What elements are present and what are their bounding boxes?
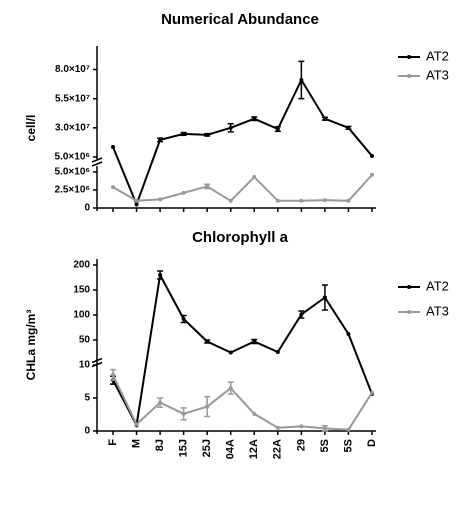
- x-tick-label: 29: [295, 439, 307, 451]
- y-tick-label: 8.0×10⁷: [55, 64, 90, 75]
- data-point: [346, 125, 351, 130]
- y-tick-label: 5.0×10⁶: [55, 152, 90, 163]
- data-point: [370, 390, 374, 395]
- series-line: [112, 77, 373, 208]
- x-tick-label: M: [130, 439, 142, 448]
- data-point: [275, 127, 280, 131]
- x-tick-label: 25J: [201, 439, 213, 457]
- data-point: [111, 144, 115, 149]
- data-point: [158, 137, 163, 142]
- data-point: [181, 131, 186, 136]
- y-tick-label: 2.5×10⁶: [55, 185, 90, 196]
- data-point: [322, 116, 327, 121]
- y-tick-label: 0: [84, 426, 90, 437]
- y-tick-label: 3.0×10⁷: [55, 122, 90, 133]
- series-line: [112, 374, 373, 431]
- data-point: [370, 172, 374, 177]
- x-tick-label: 15J: [178, 439, 190, 457]
- x-tick-label: 04A: [225, 439, 237, 459]
- data-point: [299, 424, 304, 429]
- data-point: [252, 116, 257, 121]
- data-point: [134, 198, 139, 203]
- axis-break: [91, 161, 103, 167]
- data-point: [346, 427, 351, 432]
- data-point: [322, 198, 327, 203]
- y-tick-label: 50: [79, 335, 91, 346]
- y-tick-label: 150: [73, 285, 90, 296]
- x-tick-label: F: [107, 439, 119, 446]
- y-tick-label: 100: [73, 310, 90, 321]
- data-point: [111, 185, 115, 190]
- data-point: [275, 425, 280, 430]
- data-point: [346, 332, 351, 336]
- legend-label: AT3: [426, 303, 449, 318]
- data-point: [252, 339, 257, 344]
- data-point: [228, 125, 233, 130]
- x-tick-label: 12A: [248, 439, 260, 459]
- legend-marker: [407, 285, 411, 289]
- y-tick-label: 200: [73, 260, 90, 271]
- data-point: [299, 78, 304, 82]
- chart-title: Chlorophyll a: [192, 229, 288, 246]
- data-point: [299, 312, 304, 317]
- data-point: [252, 175, 257, 180]
- data-point: [252, 411, 257, 416]
- data-point: [111, 372, 115, 377]
- data-point: [205, 184, 210, 189]
- data-point: [275, 198, 280, 203]
- data-point: [228, 350, 233, 355]
- data-point: [158, 197, 163, 202]
- data-point: [134, 422, 139, 427]
- legend-marker: [407, 310, 411, 314]
- data-point: [228, 386, 233, 391]
- y-axis-label: cell/l: [24, 115, 38, 142]
- y-tick-label: 5: [84, 393, 90, 404]
- chart-title: Numerical Abundance: [161, 11, 319, 28]
- x-tick-label: 5S: [342, 439, 354, 452]
- data-point: [228, 198, 233, 203]
- legend-marker: [407, 55, 411, 59]
- data-point: [346, 198, 351, 203]
- data-point: [205, 339, 210, 344]
- series-line: [112, 174, 373, 203]
- data-point: [158, 400, 163, 405]
- x-tick-label: 22A: [272, 439, 284, 459]
- legend-label: AT2: [426, 48, 449, 63]
- x-tick-label: 8J: [154, 439, 166, 451]
- y-axis-label: CHLa mg/m³: [24, 310, 38, 381]
- x-tick-label: D: [366, 439, 378, 447]
- data-point: [322, 295, 327, 300]
- data-point: [322, 426, 327, 431]
- y-tick-label: 0: [84, 203, 90, 214]
- data-point: [370, 153, 374, 158]
- series-line: [112, 271, 373, 429]
- legend-marker: [407, 74, 411, 78]
- y-tick-label: 10: [79, 360, 91, 371]
- axis-break: [91, 157, 103, 163]
- data-point: [299, 198, 304, 203]
- data-point: [134, 202, 139, 207]
- data-point: [181, 411, 186, 416]
- data-point: [205, 404, 210, 409]
- y-tick-label: 5.0×10⁶: [55, 167, 90, 178]
- y-tick-label: 5.5×10⁷: [55, 93, 90, 104]
- legend-label: AT2: [426, 278, 449, 293]
- data-point: [181, 190, 186, 195]
- data-point: [205, 132, 210, 137]
- data-point: [275, 350, 280, 354]
- data-point: [181, 317, 186, 321]
- x-tick-label: 5S: [319, 439, 331, 452]
- data-point: [158, 273, 163, 277]
- legend-label: AT3: [426, 67, 449, 82]
